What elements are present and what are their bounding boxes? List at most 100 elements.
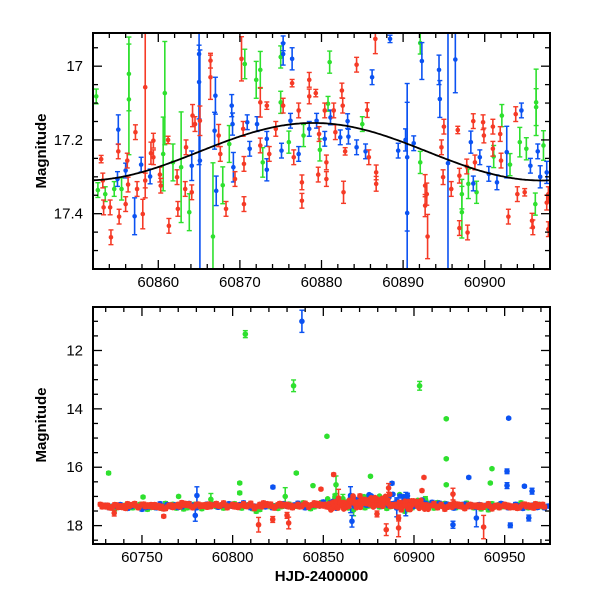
red-data-point xyxy=(115,149,121,154)
red-data-point xyxy=(299,198,305,204)
red-data-point xyxy=(216,133,221,138)
red-data-point xyxy=(239,56,244,62)
red-data-point xyxy=(373,170,379,175)
blue-data-point xyxy=(525,515,532,521)
blue-data-point xyxy=(279,148,284,153)
red-data-point xyxy=(160,513,167,520)
x-tick-label: 60900 xyxy=(464,274,506,291)
red-data-point xyxy=(373,181,379,187)
red-data-point xyxy=(440,174,446,180)
blue-data-point xyxy=(537,174,543,180)
blue-data-point xyxy=(529,488,535,494)
blue-data-point xyxy=(387,36,393,42)
blue-data-point xyxy=(138,162,144,167)
red-data-point xyxy=(481,133,487,138)
green-data-point xyxy=(443,415,450,422)
green-data-point xyxy=(367,473,374,480)
red-data-point xyxy=(218,151,223,157)
green-data-point xyxy=(226,141,232,147)
y-tick-label: 18 xyxy=(66,518,83,535)
green-data-point xyxy=(95,187,101,193)
blue-data-point xyxy=(473,515,480,521)
red-data-point xyxy=(530,225,536,230)
x-tick-label: 60880 xyxy=(301,274,343,291)
green-data-point xyxy=(417,160,423,165)
red-data-point xyxy=(386,491,393,498)
red-data-point xyxy=(387,502,393,509)
blue-data-point xyxy=(288,118,293,124)
blue-data-point xyxy=(521,483,528,490)
red-data-point xyxy=(498,158,504,163)
red-data-point xyxy=(157,172,163,177)
green-data-point xyxy=(186,209,192,215)
blue-data-point xyxy=(445,160,451,166)
red-data-point xyxy=(257,100,263,105)
green-data-point xyxy=(102,191,108,197)
red-data-point xyxy=(98,156,104,162)
y-tick-label: 17 xyxy=(66,58,83,75)
blue-data-point xyxy=(465,474,472,481)
green-data-point xyxy=(162,90,168,96)
green-data-point xyxy=(327,59,332,65)
red-data-point xyxy=(166,223,172,229)
y-tick-label: 17.4 xyxy=(54,206,83,223)
red-data-point xyxy=(296,108,301,113)
green-data-point xyxy=(253,77,259,83)
red-data-point xyxy=(142,84,148,90)
red-data-point xyxy=(506,214,511,219)
red-data-point xyxy=(380,500,386,506)
blue-data-point xyxy=(411,140,417,146)
green-data-point xyxy=(507,162,513,167)
blue-data-point xyxy=(354,145,359,150)
red-data-point xyxy=(318,486,324,492)
green-data-point xyxy=(310,482,316,489)
red-data-point xyxy=(148,150,154,156)
red-data-point xyxy=(465,230,470,235)
red-data-point xyxy=(513,111,519,117)
red-data-point xyxy=(407,506,413,513)
x-tick-label: 60890 xyxy=(382,274,424,291)
red-data-point xyxy=(374,511,380,517)
red-data-point xyxy=(316,131,322,137)
blue-data-point xyxy=(504,149,510,155)
red-data-point xyxy=(331,108,337,113)
red-data-point xyxy=(439,145,444,150)
blue-data-point xyxy=(346,134,351,139)
red-data-point xyxy=(490,146,496,152)
green-data-point xyxy=(236,490,243,496)
blue-data-point xyxy=(528,163,533,169)
blue-data-point xyxy=(322,136,328,142)
red-data-point xyxy=(472,160,478,165)
green-data-point xyxy=(236,480,243,486)
red-data-point xyxy=(101,205,106,210)
blue-data-point xyxy=(453,57,458,62)
red-data-point xyxy=(424,191,430,197)
red-data-point xyxy=(395,515,402,521)
green-data-point xyxy=(333,481,339,488)
red-data-point xyxy=(324,176,329,182)
blue-data-point xyxy=(197,158,203,163)
red-data-point xyxy=(116,214,122,219)
green-data-point xyxy=(242,61,248,67)
red-data-point xyxy=(208,74,213,80)
blue-data-point xyxy=(369,74,375,80)
red-data-point xyxy=(450,491,456,497)
blue-data-point xyxy=(470,181,476,186)
red-data-point xyxy=(142,178,148,183)
green-data-point xyxy=(324,433,330,440)
blue-data-point xyxy=(213,188,219,194)
green-data-point xyxy=(282,493,289,500)
y-axis-label: Magnitude xyxy=(33,114,50,189)
red-data-point xyxy=(385,485,392,491)
red-data-point xyxy=(107,205,113,210)
green-data-point xyxy=(160,151,166,157)
green-data-point xyxy=(286,139,292,145)
green-data-point xyxy=(257,67,263,73)
red-data-point xyxy=(339,88,345,93)
x-axis-label: HJD-2400000 xyxy=(275,568,368,585)
red-data-point xyxy=(342,149,348,154)
green-data-point xyxy=(208,496,214,503)
green-data-point xyxy=(416,383,423,389)
red-data-point xyxy=(425,234,430,239)
red-data-point xyxy=(255,521,262,528)
